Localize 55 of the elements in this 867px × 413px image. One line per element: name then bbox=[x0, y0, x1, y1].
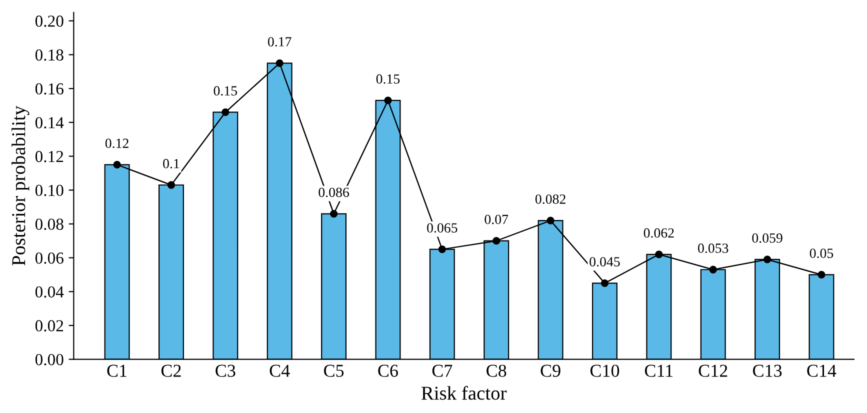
data-label: 0.05 bbox=[810, 248, 834, 258]
x-tick-label: C3 bbox=[216, 364, 236, 377]
point bbox=[709, 266, 717, 274]
point bbox=[222, 108, 230, 116]
point bbox=[492, 237, 500, 245]
data-label: 0.15 bbox=[214, 86, 238, 96]
data-label: 0.12 bbox=[105, 138, 128, 148]
data-label: 0.062 bbox=[644, 228, 674, 238]
x-tick-label: C12 bbox=[698, 364, 728, 377]
x-tick-label: C5 bbox=[324, 364, 344, 377]
point bbox=[763, 256, 772, 264]
point bbox=[438, 245, 446, 254]
point bbox=[818, 270, 826, 279]
point bbox=[655, 250, 663, 258]
y-tick-label: 0.20 bbox=[35, 16, 64, 27]
x-tick-label: C6 bbox=[378, 364, 398, 377]
data-label: 0.059 bbox=[752, 233, 782, 243]
point bbox=[167, 181, 176, 189]
point bbox=[113, 160, 121, 169]
data-label: 0.065 bbox=[427, 223, 458, 233]
point bbox=[384, 96, 392, 104]
y-tick-label: 0.02 bbox=[35, 320, 64, 332]
y-tick-label: 0.00 bbox=[35, 354, 64, 366]
y-tick-label: 0.08 bbox=[35, 218, 64, 230]
x-tick-label: C14 bbox=[807, 364, 836, 377]
data-label: 0.082 bbox=[535, 194, 566, 204]
x-tick-label: C1 bbox=[107, 364, 126, 377]
data-label: 0.1 bbox=[163, 158, 180, 168]
x-tick-label: C4 bbox=[270, 364, 290, 377]
data-label: 0.17 bbox=[268, 37, 292, 47]
x-tick-label: C7 bbox=[432, 364, 452, 377]
data-label: 0.07 bbox=[484, 214, 508, 224]
y-tick-label: 0.16 bbox=[35, 83, 64, 95]
y-tick-label: 0.04 bbox=[35, 286, 64, 298]
point bbox=[330, 210, 338, 218]
y-axis-title: Posterior probability bbox=[12, 106, 30, 266]
data-label: 0.045 bbox=[590, 257, 620, 267]
data-label: 0.086 bbox=[318, 188, 350, 198]
y-tick-label: 0.18 bbox=[35, 49, 64, 61]
x-tick-label: C2 bbox=[161, 364, 181, 377]
x-tick-label: C10 bbox=[590, 364, 620, 377]
y-tick-label: 0.12 bbox=[35, 150, 64, 162]
x-tick-label: C11 bbox=[644, 364, 673, 377]
y-tick-label: 0.10 bbox=[35, 184, 64, 196]
point bbox=[276, 59, 284, 67]
y-tick-label: 0.14 bbox=[35, 117, 64, 128]
data-label: 0.15 bbox=[376, 74, 400, 84]
point bbox=[600, 279, 609, 287]
x-axis-title: Risk factor bbox=[421, 386, 507, 400]
y-tick-label: 0.06 bbox=[35, 252, 64, 264]
data-label: 0.053 bbox=[698, 244, 728, 253]
x-tick-label: C13 bbox=[752, 364, 782, 377]
x-tick-label: C9 bbox=[540, 364, 560, 377]
x-tick-label: C8 bbox=[486, 364, 506, 377]
point bbox=[546, 216, 554, 224]
